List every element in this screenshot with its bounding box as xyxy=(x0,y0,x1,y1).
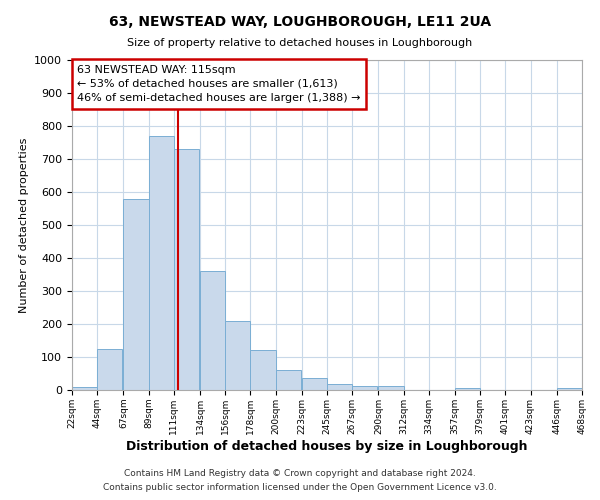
Bar xyxy=(174,149,199,390)
Bar xyxy=(250,350,275,390)
Bar xyxy=(557,388,582,390)
Bar xyxy=(302,378,327,390)
Y-axis label: Number of detached properties: Number of detached properties xyxy=(19,138,29,312)
Text: 63, NEWSTEAD WAY, LOUGHBOROUGH, LE11 2UA: 63, NEWSTEAD WAY, LOUGHBOROUGH, LE11 2UA xyxy=(109,15,491,29)
Bar xyxy=(455,388,480,390)
Bar xyxy=(72,386,97,390)
Bar xyxy=(327,384,352,390)
Bar xyxy=(200,271,225,390)
Bar xyxy=(352,386,377,390)
Bar xyxy=(149,136,174,390)
Text: Contains public sector information licensed under the Open Government Licence v3: Contains public sector information licen… xyxy=(103,484,497,492)
Bar xyxy=(124,198,149,390)
Bar xyxy=(275,370,301,390)
Text: Size of property relative to detached houses in Loughborough: Size of property relative to detached ho… xyxy=(127,38,473,48)
Bar xyxy=(379,386,404,390)
Text: 63 NEWSTEAD WAY: 115sqm
← 53% of detached houses are smaller (1,613)
46% of semi: 63 NEWSTEAD WAY: 115sqm ← 53% of detache… xyxy=(77,65,361,103)
Text: Contains HM Land Registry data © Crown copyright and database right 2024.: Contains HM Land Registry data © Crown c… xyxy=(124,468,476,477)
Bar xyxy=(97,349,122,390)
Bar xyxy=(225,320,250,390)
X-axis label: Distribution of detached houses by size in Loughborough: Distribution of detached houses by size … xyxy=(126,440,528,452)
